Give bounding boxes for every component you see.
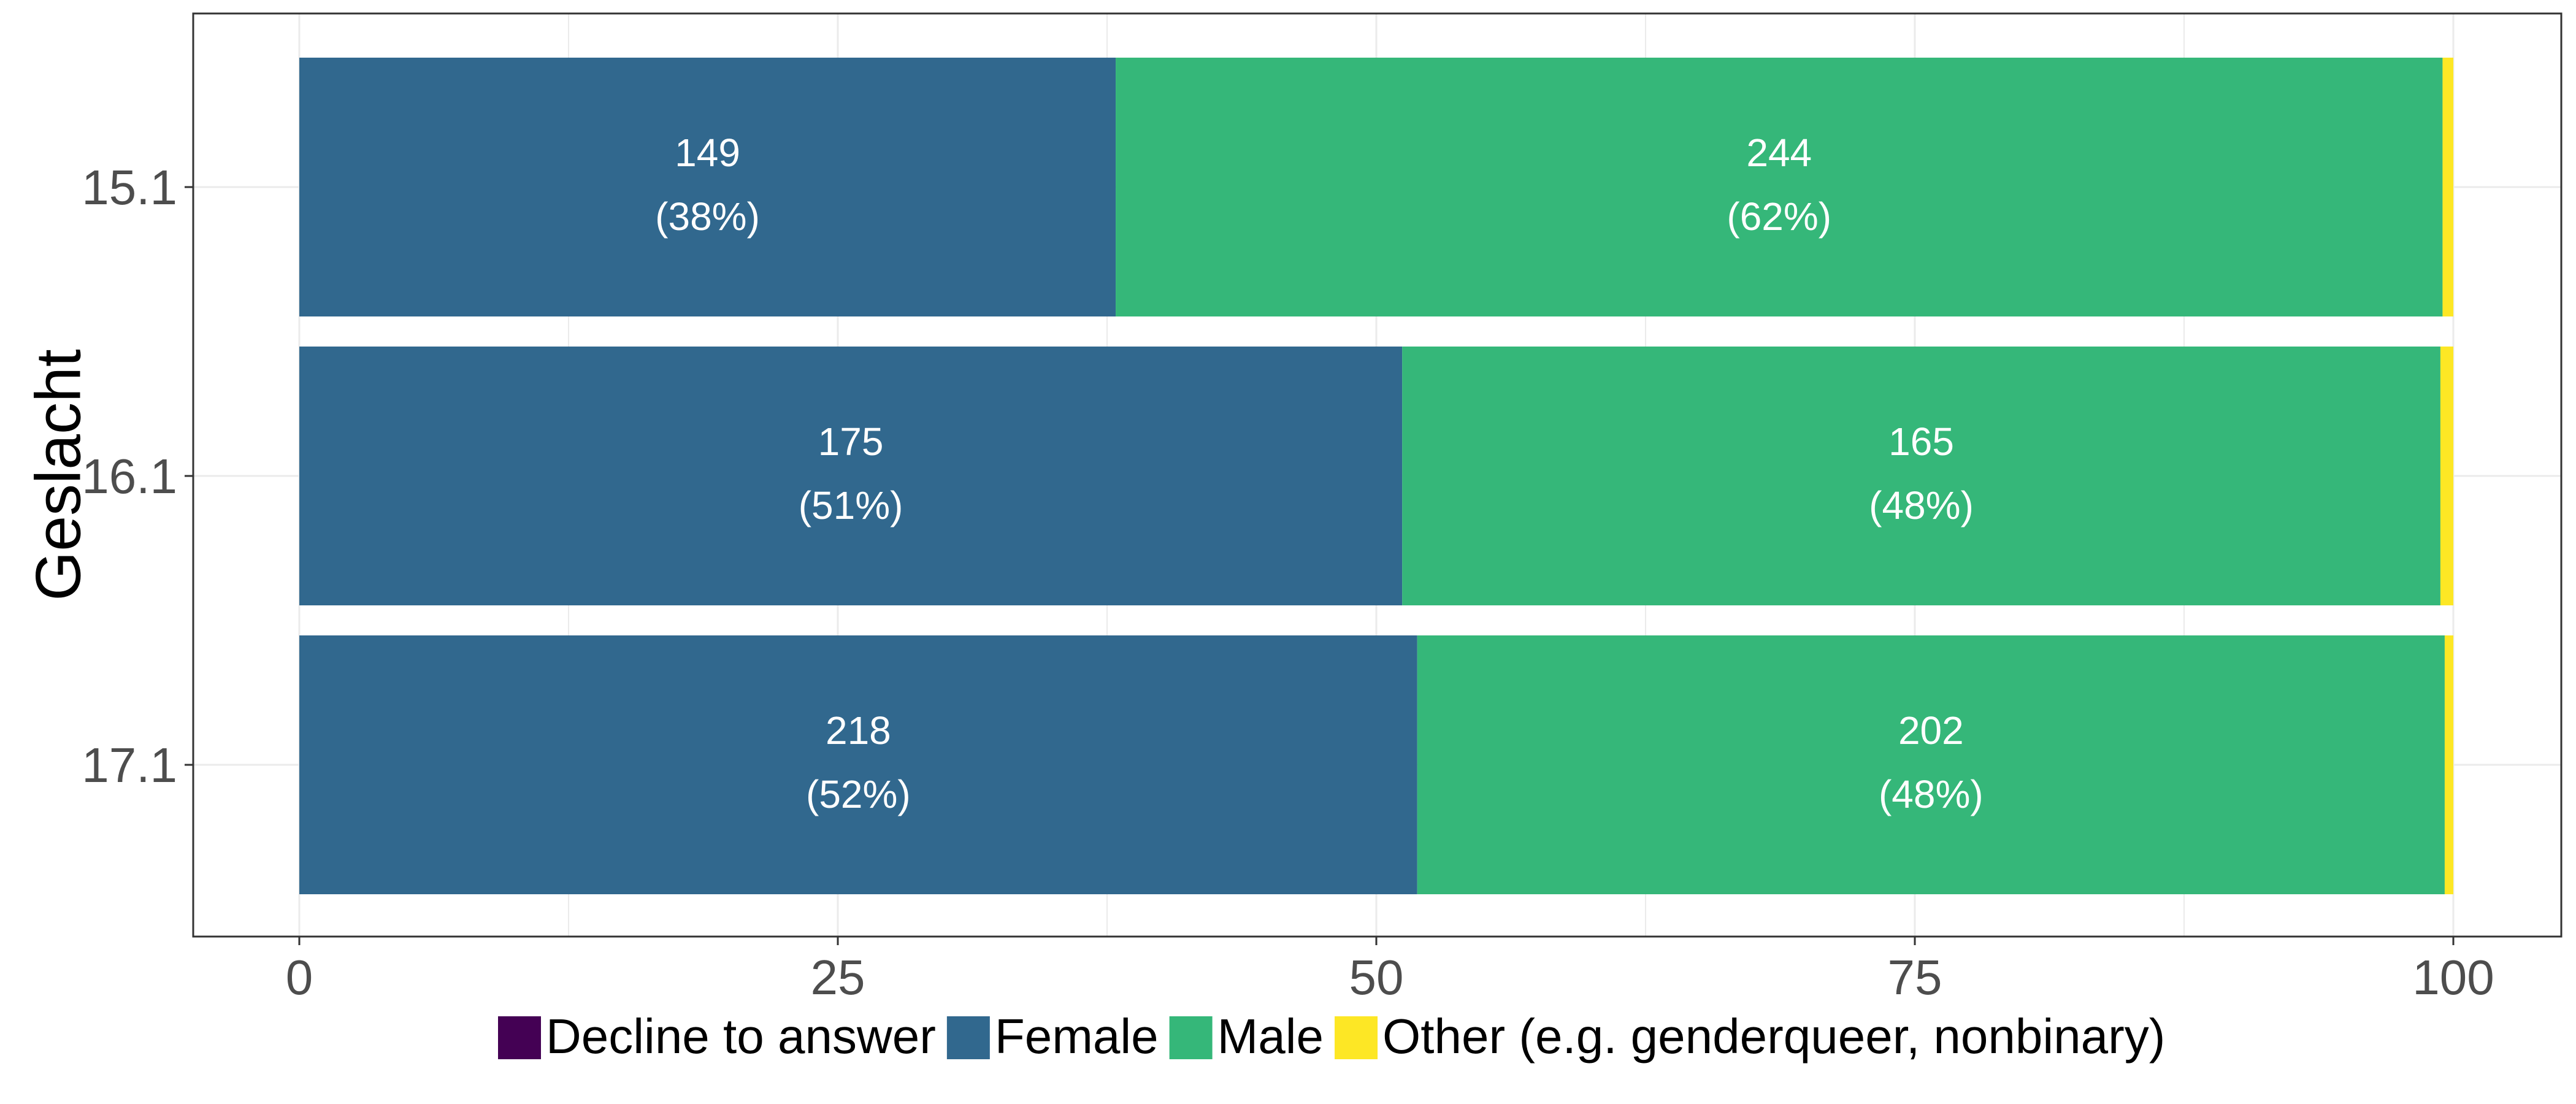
bar-count-label: 218 [826,708,891,753]
bar-other-17-1 [2444,635,2453,894]
x-tick-label: 75 [1888,950,1942,1005]
bar-other-16-1 [2440,347,2453,605]
legend-key [946,1016,990,1059]
legend-key [1169,1016,1213,1059]
x-tick-label: 50 [1349,950,1404,1005]
bar-male-15-1 [1116,58,2443,316]
x-tick-label: 100 [2412,950,2494,1005]
bar-female-15-1 [299,58,1116,316]
legend-key [498,1016,541,1059]
bar-other-15-1 [2442,58,2453,316]
bar-count-label: 165 [1888,420,1954,464]
y-tick-label: 16.1 [82,449,177,504]
bar-percent-label: (51%) [799,483,903,527]
bar-percent-label: (52%) [806,772,911,816]
bar-percent-label: (48%) [1869,483,1974,527]
x-tick-label: 25 [811,950,865,1005]
x-axis: 0 25 50 75 100 [286,937,2494,1005]
legend-label: Female [995,1009,1159,1064]
bar-labels-layer: 149 (38%) 244 (62%) 175 (51%) 165 (48%) 218 (52%)… [655,131,1984,816]
bar-percent-label: (48%) [1879,772,1984,816]
legend-label: Other (e.g. genderqueer, nonbinary) [1382,1009,2165,1064]
bars-layer [299,58,2453,894]
bar-male-17-1 [1417,635,2445,894]
y-axis-title: Geslacht [23,349,94,601]
y-tick-label: 15.1 [82,160,177,215]
y-tick-label: 17.1 [82,738,177,792]
legend: Decline to answer Female Male Other (e.g. g… [498,1009,2165,1064]
bar-male-16-1 [1402,347,2440,605]
legend-key [1335,1016,1378,1059]
bar-percent-label: (62%) [1727,194,1831,239]
legend-label: Male [1217,1009,1324,1064]
y-axis: 15.1 16.1 17.1 [82,160,193,792]
bar-count-label: 202 [1898,708,1964,753]
bar-count-label: 149 [675,131,740,175]
bar-female-17-1 [299,635,1417,894]
x-tick-label: 0 [286,950,313,1005]
legend-label: Decline to answer [546,1009,936,1064]
bar-female-16-1 [299,347,1403,605]
bar-count-label: 175 [818,420,884,464]
bar-count-label: 244 [1746,131,1812,175]
bar-percent-label: (38%) [655,194,760,239]
